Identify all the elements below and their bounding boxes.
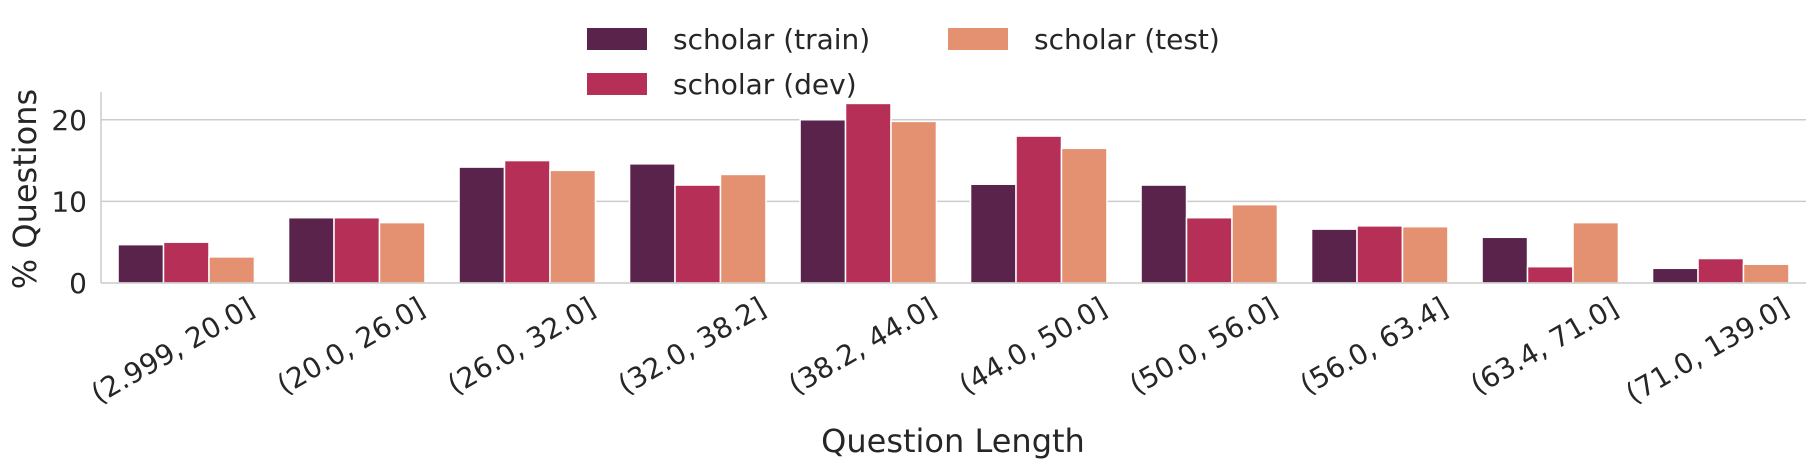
x-tick-label: (71.0, 139.0] (1620, 290, 1794, 410)
legend-label: scholar (train) (673, 23, 870, 56)
x-tick-label: (44.0, 50.0] (953, 290, 1112, 401)
bar-scholar-dev (1015, 135, 1063, 284)
bar-scholar-train (799, 119, 847, 284)
bar-scholar-dev (503, 159, 551, 284)
x-tick-label: (38.2, 44.0] (783, 290, 942, 401)
bar-scholar-train (1140, 184, 1188, 284)
bar-scholar-train (117, 243, 165, 284)
bar-scholar-train (969, 183, 1017, 284)
bar-scholar-test (1060, 147, 1108, 284)
legend: scholar (train) scholar (dev) scholar (tes… (587, 23, 1220, 101)
bar-scholar-train (287, 216, 335, 284)
bar-scholar-test (549, 169, 597, 284)
y-tick-label: 10 (51, 185, 87, 218)
bar-scholar-test (208, 256, 256, 284)
y-tick-label: 0 (69, 267, 87, 300)
legend-swatch (948, 28, 1008, 50)
bar-scholar-train (458, 166, 506, 284)
bar-scholar-test (378, 221, 426, 284)
bar-scholar-train (628, 163, 676, 284)
y-tick-label: 20 (51, 104, 87, 137)
bar-scholar-test (890, 120, 938, 284)
bar-scholar-test (1401, 225, 1449, 284)
legend-label: scholar (dev) (673, 68, 857, 101)
axes (100, 92, 1806, 284)
bar-scholar-test (719, 173, 767, 284)
bar-scholar-test (1572, 221, 1620, 284)
bar-scholar-dev (1185, 216, 1233, 284)
bar-scholar-dev (1526, 265, 1574, 284)
x-tick-label: (2.999, 20.0] (85, 290, 259, 410)
bar-scholar-dev (333, 216, 381, 284)
bar-scholar-test (1742, 263, 1790, 284)
bar-scholar-train (1651, 267, 1699, 284)
bar-scholar-dev (844, 102, 892, 284)
bar-scholar-train (1481, 236, 1529, 284)
x-tick-label: (32.0, 38.2] (612, 290, 771, 401)
bars (117, 102, 1790, 284)
y-tick-labels: 0 10 20 (51, 104, 87, 300)
x-axis-title: Question Length (821, 422, 1085, 460)
y-axis-title: % Questions (6, 89, 44, 289)
legend-swatch (587, 28, 647, 50)
x-tick-label: (26.0, 32.0] (442, 290, 601, 401)
x-tick-label: (50.0, 56.0] (1124, 290, 1283, 401)
x-tick-label: (56.0, 63.4] (1294, 290, 1453, 401)
bar-scholar-dev (1697, 257, 1745, 284)
grid-lines (101, 119, 1806, 203)
bar-scholar-train (1310, 228, 1358, 284)
bar-scholar-dev (1356, 225, 1404, 284)
legend-label: scholar (test) (1034, 23, 1220, 56)
x-tick-labels: (2.999, 20.0] (20.0, 26.0] (26.0, 32.0] (32… (85, 290, 1794, 410)
bar-scholar-test (1231, 203, 1279, 284)
legend-swatch (587, 73, 647, 95)
x-tick-label: (63.4, 71.0] (1465, 290, 1624, 401)
bar-scholar-dev (162, 241, 210, 284)
bar-scholar-dev (674, 184, 722, 284)
x-tick-label: (20.0, 26.0] (271, 290, 430, 401)
